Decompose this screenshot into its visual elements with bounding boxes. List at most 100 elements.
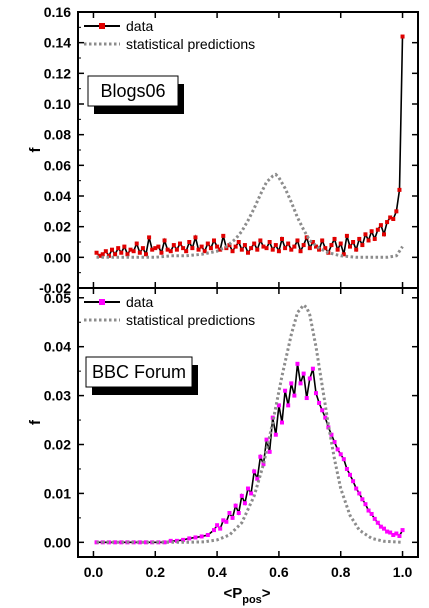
data-point — [354, 486, 359, 491]
data-point — [205, 532, 210, 537]
data-point — [283, 246, 288, 251]
data-point — [280, 236, 284, 241]
data-point — [375, 227, 380, 232]
data-point — [205, 241, 210, 246]
legend-marker-data — [99, 23, 105, 29]
data-point — [147, 235, 152, 240]
data-point — [320, 408, 325, 413]
data-point — [187, 240, 192, 244]
x-axis-label: <Ppos> — [223, 585, 270, 606]
data-point — [239, 493, 244, 498]
x-axis-label-main: <P — [223, 585, 242, 602]
data-point — [258, 238, 263, 243]
data-point — [113, 540, 118, 545]
y-axis-label: f — [27, 419, 44, 425]
data-point — [103, 249, 108, 254]
data-point — [137, 250, 142, 255]
badge-label: Blogs06 — [100, 81, 165, 101]
top-panel: -0.02 0.00 0.02 0.04 0.06 0.08 0.10 0.12 0.14 0.1… — [27, 4, 419, 296]
data-point — [193, 235, 198, 240]
data-point — [156, 244, 161, 249]
data-point — [301, 243, 306, 248]
x-tick-label: 0.4 — [207, 564, 227, 580]
data-point — [314, 244, 318, 249]
data-point — [181, 537, 186, 542]
data-point — [131, 249, 136, 254]
data-point — [280, 420, 284, 425]
data-point — [128, 247, 133, 252]
data-point — [382, 526, 386, 531]
x-axis-label-end: > — [262, 585, 271, 602]
data-point — [187, 536, 192, 541]
y-tick-label: 0.16 — [44, 4, 71, 20]
y-tick-label: 0.14 — [44, 35, 71, 51]
plot-frame — [77, 11, 419, 289]
data-point — [236, 240, 241, 244]
data-point — [215, 244, 220, 249]
data-point — [366, 508, 371, 513]
data-point — [310, 240, 315, 244]
data-point — [283, 388, 288, 393]
y-axis-label: f — [27, 147, 44, 153]
data-point — [329, 432, 334, 437]
data-point — [227, 510, 232, 515]
data-point — [252, 469, 257, 474]
data-point — [363, 502, 368, 507]
data-point — [335, 447, 340, 452]
x-tick-label: 0.8 — [331, 564, 351, 580]
plot-frame — [77, 287, 419, 558]
x-tick-label: 1.0 — [393, 564, 413, 580]
legend-label-data: data — [126, 294, 153, 310]
data-point — [388, 530, 393, 535]
data-point — [242, 243, 247, 248]
data-point — [400, 528, 405, 533]
y-tick-label: 0.00 — [44, 534, 71, 550]
data-point — [264, 437, 269, 442]
data-point — [385, 529, 390, 534]
data-point — [391, 532, 396, 537]
data-point — [258, 454, 263, 459]
data-point — [242, 501, 247, 506]
data-point — [397, 533, 402, 538]
data-point — [116, 246, 121, 251]
data-point — [165, 247, 170, 252]
data-point — [174, 247, 179, 252]
data-point — [249, 491, 254, 496]
y-tick-label: 0.08 — [44, 127, 71, 143]
data-point — [394, 209, 399, 214]
data-point — [178, 241, 182, 246]
data-point — [270, 247, 275, 252]
data-point — [261, 462, 266, 467]
data-point — [351, 479, 356, 484]
data-point — [366, 238, 371, 243]
data-point — [144, 252, 148, 257]
data-point — [286, 241, 291, 246]
data-point — [94, 250, 99, 255]
data-point — [307, 376, 312, 381]
data-point — [344, 233, 349, 238]
data-point — [246, 250, 250, 255]
data-point — [171, 243, 176, 248]
data-point — [363, 232, 368, 237]
data-point — [181, 246, 186, 251]
data-point — [298, 249, 303, 254]
data-point — [348, 472, 352, 477]
data-point — [372, 236, 377, 241]
data-point — [323, 415, 328, 420]
data-point — [230, 249, 235, 254]
series-line-statistical-predictions — [96, 172, 404, 259]
data-point — [255, 247, 260, 252]
data-point — [391, 217, 396, 221]
data-point — [335, 247, 340, 252]
y-tick-label: 0.04 — [44, 188, 71, 204]
data-point — [125, 252, 130, 257]
y-tick-label: 0.03 — [44, 388, 71, 404]
legend-marker-data — [99, 299, 105, 305]
data-point — [236, 510, 241, 515]
data-point — [221, 518, 226, 523]
legend-label-statistical-predictions: statistical predictions — [126, 36, 255, 52]
data-point — [261, 244, 266, 249]
data-point — [159, 250, 164, 255]
data-point — [276, 249, 281, 254]
